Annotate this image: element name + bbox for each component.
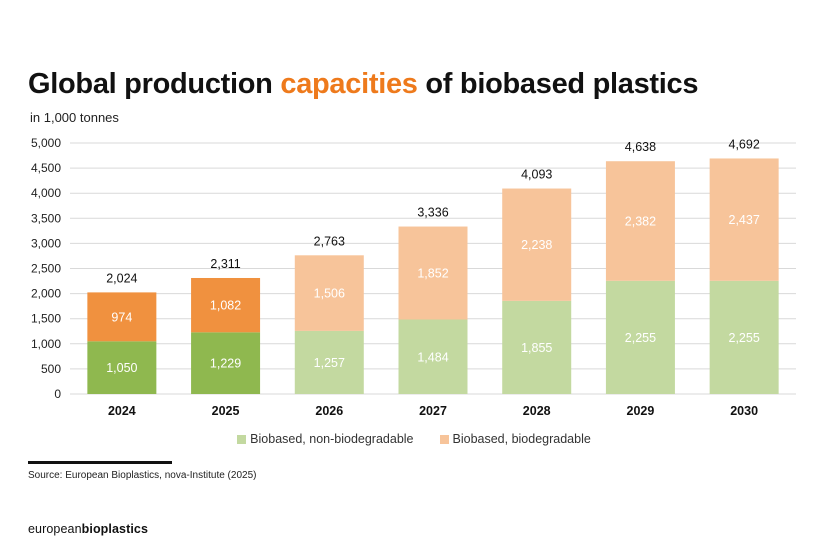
- unit-label: in 1,000 tonnes: [30, 110, 119, 125]
- brand-regular: european: [28, 522, 82, 536]
- y-tick-label: 3,500: [31, 211, 61, 225]
- bar-value-label-nonbio: 2,255: [625, 331, 656, 345]
- bar-value-label-nonbio: 1,229: [210, 357, 241, 371]
- bar-segment-nonbio: [294, 330, 364, 394]
- y-tick-label: 3,000: [31, 236, 61, 250]
- bar-value-label-nonbio: 1,257: [314, 356, 345, 370]
- bar-segment-bio: [87, 292, 157, 342]
- legend-swatch-nonbio: [237, 434, 247, 444]
- bar-value-label-nonbio: 2,255: [729, 331, 760, 345]
- y-tick-label: 1,000: [31, 337, 61, 351]
- source-note: Source: European Bioplastics, nova-Insti…: [28, 470, 257, 481]
- title-part1: Global production: [28, 68, 281, 100]
- title-part2: of biobased plastics: [417, 68, 699, 100]
- bar-segment-nonbio: [191, 332, 261, 394]
- bar-segment-nonbio: [502, 300, 572, 394]
- bar-segment-bio: [709, 158, 779, 281]
- bar-total-label: 3,336: [417, 206, 448, 220]
- x-tick-label: 2027: [419, 404, 447, 418]
- bar-segment-bio: [191, 277, 261, 333]
- legend-label-bio: Biobased, biodegradable: [452, 432, 591, 446]
- y-tick-label: 0: [54, 387, 61, 401]
- bar-value-label-bio: 2,382: [625, 215, 656, 229]
- legend-swatch-bio: [439, 434, 449, 444]
- x-tick-label: 2025: [212, 404, 240, 418]
- bar-total-label: 2,311: [210, 257, 240, 271]
- brand-bold: bioplastics: [81, 522, 149, 536]
- bar-value-label-bio: 1,852: [417, 267, 448, 281]
- bar-total-label: 2,763: [314, 234, 345, 248]
- legend-label-nonbio: Biobased, non-biodegradable: [250, 432, 414, 446]
- bar-value-label-nonbio: 1,855: [521, 341, 552, 355]
- legend-item-bio: Biobased, biodegradable: [439, 432, 591, 446]
- x-tick-label: 2029: [627, 404, 655, 418]
- bar-value-label-nonbio: 1,484: [417, 350, 448, 364]
- legend: Biobased, non-biodegradable Biobased, bi…: [0, 432, 828, 446]
- title-highlight: capacities: [280, 68, 418, 100]
- bar-value-label-bio: 2,238: [521, 238, 552, 252]
- bar-total-label: 4,093: [521, 168, 552, 182]
- y-tick-label: 4,000: [31, 186, 61, 200]
- x-tick-label: 2024: [108, 404, 136, 418]
- y-tick-label: 4,500: [31, 161, 61, 175]
- bar-segment-bio: [294, 255, 364, 331]
- legend-item-nonbio: Biobased, non-biodegradable: [237, 432, 414, 446]
- stacked-bar-chart: 0 500 1,000 1,500 2,000 2,500 3,000 3,500 4,000 4…: [31, 136, 796, 418]
- bar-segment-bio: [398, 226, 468, 320]
- bar-segment-nonbio: [87, 341, 157, 394]
- bar-value-label-bio: 2,437: [729, 213, 760, 227]
- y-tick-label: 2,000: [31, 287, 61, 301]
- chart-title: Global production capacities of biobased…: [28, 68, 698, 101]
- bar-segment-nonbio: [605, 280, 675, 394]
- bar-segment-nonbio: [398, 319, 468, 394]
- y-tick-label: 2,500: [31, 262, 61, 276]
- brand-logo: europeanbioplastics: [28, 522, 148, 536]
- bar-value-label-nonbio: 1,050: [106, 361, 137, 375]
- bar-segment-nonbio: [709, 280, 779, 394]
- bar-total-label: 4,692: [729, 137, 760, 151]
- bar-segment-bio: [502, 188, 572, 301]
- bar-value-label-bio: 1,082: [210, 299, 241, 313]
- x-tick-label: 2026: [315, 404, 343, 418]
- y-tick-label: 5,000: [31, 136, 61, 150]
- x-tick-label: 2028: [523, 404, 551, 418]
- bar-total-label: 2,024: [106, 271, 137, 285]
- x-tick-label: 2030: [730, 404, 758, 418]
- y-tick-label: 500: [41, 362, 61, 376]
- bar-total-label: 4,638: [625, 140, 656, 154]
- bar-value-label-bio: 1,506: [314, 287, 345, 301]
- y-tick-label: 1,500: [31, 312, 61, 326]
- bar-value-label-bio: 974: [111, 310, 132, 324]
- bar-segment-bio: [605, 161, 675, 281]
- source-rule: [28, 461, 172, 464]
